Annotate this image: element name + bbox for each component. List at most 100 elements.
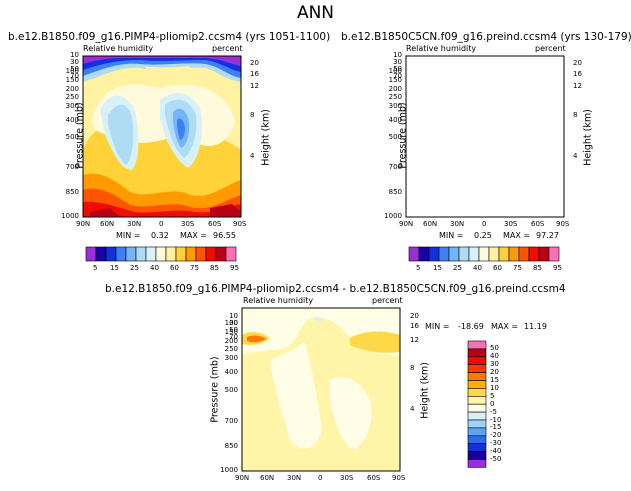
panel-3-xtick-0: 0 xyxy=(318,474,323,482)
diff-colorbar-swatch xyxy=(467,443,487,452)
panel-1-ytick-250: 250 xyxy=(65,93,79,101)
panel-3-ytick-200: 200 xyxy=(224,337,238,345)
colorbar-1-label: 60 xyxy=(170,264,179,272)
panel-2-max-label: MAX = xyxy=(503,231,531,240)
panel-1-xtick-60s: 60S xyxy=(208,220,222,228)
panel-2-ytick-400: 400 xyxy=(388,116,402,124)
panel-3-y2tick-4: 4 xyxy=(410,405,415,413)
panel-1-ytick-1000: 1000 xyxy=(61,212,79,220)
panel-1-xtick-30s: 30S xyxy=(181,220,195,228)
diff-colorbar-swatch xyxy=(467,340,487,350)
panel-3-title: b.e12.B1850.f09_g16.PIMP4-pliomip2.ccsm4… xyxy=(105,283,566,295)
panel-1-ytick-400: 400 xyxy=(65,116,79,124)
colorbar-1-label: 85 xyxy=(210,264,219,272)
panel-2-xtick-30s: 30S xyxy=(504,220,518,228)
panel-3-field xyxy=(242,308,400,471)
panel-1-min-label: MIN = xyxy=(116,231,141,240)
diff-colorbar-swatch xyxy=(467,348,487,358)
panel-2-ytick-200: 200 xyxy=(388,85,402,93)
panel-1-y2tick-12: 12 xyxy=(250,82,259,90)
colorbar-1-label: 75 xyxy=(190,264,199,272)
panel-3-ytick-300: 300 xyxy=(224,354,238,362)
panel-2-ytick-250: 250 xyxy=(388,93,402,101)
panel-1-y2tick-16: 16 xyxy=(250,70,259,78)
diff-colorbar-swatch xyxy=(467,411,487,421)
panel-2-ytick-700: 700 xyxy=(388,163,402,171)
panel-3-xtick-90n: 90N xyxy=(235,474,250,482)
diff-colorbar-label: 30 xyxy=(490,360,499,369)
panel-1-field xyxy=(83,56,241,217)
panel-2-xtick-90n: 90N xyxy=(399,220,414,228)
panel-1-xtick-60n: 60N xyxy=(100,220,115,228)
panel-1-right-label: percent xyxy=(212,44,243,53)
panel-2-xtick-30n: 30N xyxy=(450,220,465,228)
colorbar-1-swatch xyxy=(225,246,237,262)
panel-3-xtick-30n: 30N xyxy=(287,474,302,482)
panel-3-ytick-500: 500 xyxy=(224,386,238,394)
panel-2-y2tick-20: 20 xyxy=(573,59,582,67)
panel-3-top-ticks: 10 30 50 70 xyxy=(229,312,238,341)
diff-colorbar-label: 15 xyxy=(490,376,499,384)
panel-1-xtick-30n: 30N xyxy=(127,220,142,228)
panel-3-ytick-150: 150 xyxy=(224,328,238,336)
panel-1-title: b.e12.B1850.f09_g16.PIMP4-pliomip2.ccsm4… xyxy=(8,31,331,43)
panel-3-ytick-1000: 1000 xyxy=(220,466,238,474)
panel-2-xtick-60s: 60S xyxy=(531,220,545,228)
colorbar-1-label: 95 xyxy=(230,264,239,272)
panel-2-xtick-60n: 60N xyxy=(423,220,438,228)
panel-2-top-ticks: 10 30 50 70 xyxy=(393,51,402,80)
colorbar-1-label: 40 xyxy=(150,264,159,272)
panel-1-ytick-150: 150 xyxy=(65,76,79,84)
colorbar-2-swatch xyxy=(548,246,560,262)
diff-colorbar-label: -20 xyxy=(490,431,502,440)
panel-1-max-label: MAX = xyxy=(180,231,208,240)
colorbar-1-label: 5 xyxy=(93,264,98,272)
diff-colorbar-label: -40 xyxy=(490,447,502,456)
colorbar-2-label: 40 xyxy=(473,264,482,272)
panel-3-ytick-850: 850 xyxy=(224,442,238,450)
panel-2-ytick-500: 500 xyxy=(388,133,402,141)
panel-3-xtick-60s: 60S xyxy=(367,474,381,482)
panel-2-ytick-300: 300 xyxy=(388,102,402,110)
panel-3-ytick-700: 700 xyxy=(224,417,238,425)
panel-2-y2tick-4: 4 xyxy=(573,152,578,160)
panel-2-left-label: Relative humidity xyxy=(406,44,477,53)
diff-colorbar-swatch xyxy=(467,356,487,365)
diff-colorbar-label: 0 xyxy=(490,399,495,408)
diff-colorbar-swatch xyxy=(467,372,487,381)
panel-1-y2tick-4: 4 xyxy=(250,152,255,160)
diff-colorbar-swatch xyxy=(467,364,487,373)
panel-3-left-label: Relative humidity xyxy=(243,296,314,305)
diff-colorbar-swatch xyxy=(467,459,487,468)
panel-3-min-label: MIN = xyxy=(425,322,450,331)
panel-3-xtick-90s: 90S xyxy=(392,474,406,482)
diff-colorbar-label: -10 xyxy=(490,415,502,424)
panel-1-y2tick-8: 8 xyxy=(250,111,255,119)
colorbar-2-label: 25 xyxy=(453,264,462,272)
panel-3-y2tick-8: 8 xyxy=(410,364,415,372)
colorbar-2-label: 75 xyxy=(513,264,522,272)
colorbar-2-label: 95 xyxy=(553,264,562,272)
panel-3-y2tick-16: 16 xyxy=(410,322,419,330)
diff-colorbar-swatch xyxy=(467,380,487,389)
panel-2-min-label: MIN = xyxy=(439,231,464,240)
panel-1-ytick-300: 300 xyxy=(65,102,79,110)
panel-1-min-value: 0.32 xyxy=(151,231,169,240)
panel-1-xtick-90s: 90S xyxy=(233,220,247,228)
diff-colorbar-label: -50 xyxy=(490,455,502,463)
panel-1-ytick-200: 200 xyxy=(65,85,79,93)
panel-3-xtick-30s: 30S xyxy=(340,474,354,482)
panel-3-min-value: -18.69 xyxy=(458,322,484,331)
colorbar-1-label: 15 xyxy=(110,264,119,272)
panel-2-title: b.e12.B1850C5CN.f09_g16.preind.ccsm4 (yr… xyxy=(341,31,631,43)
panel-2-min-value: 0.25 xyxy=(474,231,492,240)
diff-colorbar-label: 50 xyxy=(490,344,499,353)
diff-colorbar-swatch xyxy=(467,395,487,405)
panel-2-ytick-850: 850 xyxy=(388,188,402,196)
panel-2-xtick-90s: 90S xyxy=(556,220,570,228)
diff-colorbar-swatch xyxy=(467,403,487,413)
